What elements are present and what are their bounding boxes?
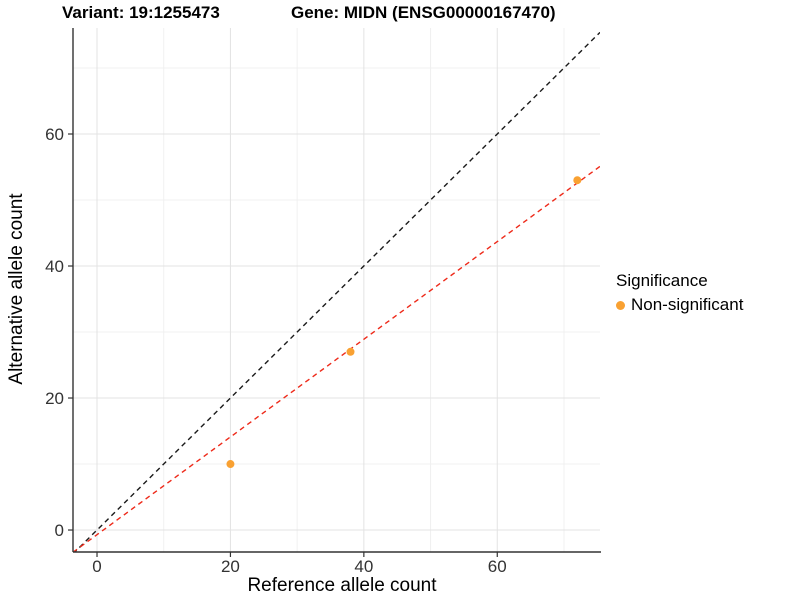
y-tick-label: 60 (45, 125, 64, 144)
legend-point-swatch-icon (616, 300, 625, 310)
gene-title: Gene: MIDN (ENSG00000167470) (291, 3, 556, 22)
legend-item: Non-significant (616, 295, 743, 315)
variant-title: Variant: 19:1255473 (62, 3, 220, 22)
legend-title: Significance (616, 271, 708, 290)
y-axis-title: Alternative allele count (6, 193, 27, 385)
x-tick-label: 20 (221, 557, 240, 576)
fit-line (73, 165, 600, 552)
x-tick-label: 40 (354, 557, 373, 576)
data-point (226, 460, 235, 469)
data-point (346, 347, 355, 356)
data-point (573, 176, 582, 185)
legend: Significance Non-significant (616, 271, 743, 315)
y-tick-label: 20 (45, 389, 64, 408)
x-axis-title: Reference allele count (247, 575, 437, 596)
x-tick-label: 0 (92, 557, 101, 576)
y-tick-label: 0 (55, 521, 64, 540)
legend-item-label: Non-significant (631, 295, 744, 314)
x-tick-label: 60 (488, 557, 507, 576)
y-tick-label: 40 (45, 257, 64, 276)
identity-line (73, 31, 600, 552)
